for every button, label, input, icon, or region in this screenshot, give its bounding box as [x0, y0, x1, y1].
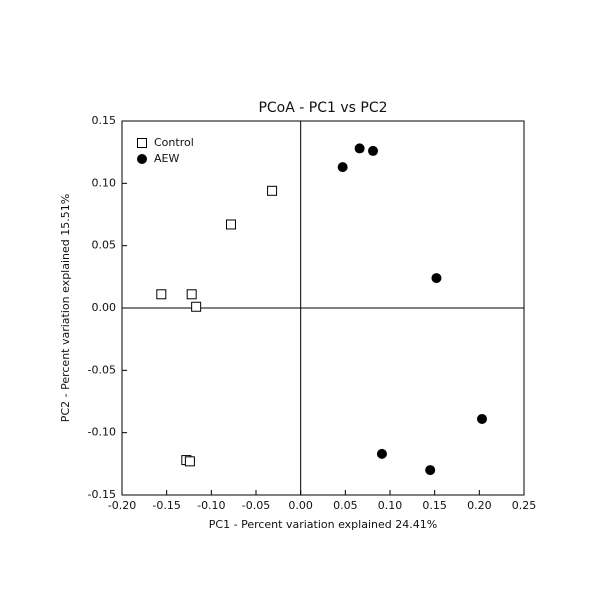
x-tick-label: 0.10 [378, 499, 403, 512]
y-tick-label: 0.10 [92, 176, 117, 189]
legend-marker [137, 138, 147, 148]
x-tick-label: 0.25 [512, 499, 537, 512]
point [337, 162, 348, 173]
y-axis-label: PC2 - Percent variation explained 15.51% [59, 194, 72, 422]
point [425, 465, 436, 476]
point [156, 289, 167, 300]
y-tick-label: 0.15 [92, 114, 117, 127]
chart-title: PCoA - PC1 vs PC2 [258, 100, 387, 116]
point [354, 143, 365, 154]
x-tick-label: -0.20 [108, 499, 136, 512]
x-tick-label: 0.15 [422, 499, 447, 512]
point [376, 448, 387, 459]
legend-label: Control [154, 136, 194, 149]
point [186, 289, 197, 300]
point [477, 413, 488, 424]
point [431, 273, 442, 284]
x-tick-label: -0.15 [152, 499, 180, 512]
legend-marker [137, 154, 147, 164]
y-tick-label: 0.05 [92, 239, 117, 252]
y-tick-label: -0.10 [88, 426, 116, 439]
legend-label: AEW [154, 152, 179, 165]
point [225, 219, 236, 230]
x-tick-label: -0.10 [197, 499, 225, 512]
x-tick-label: -0.05 [242, 499, 270, 512]
point [184, 456, 195, 467]
point [368, 145, 379, 156]
x-tick-label: 0.20 [467, 499, 492, 512]
point [267, 185, 278, 196]
x-tick-label: 0.00 [288, 499, 313, 512]
x-axis-label: PC1 - Percent variation explained 24.41% [209, 518, 437, 531]
y-tick-label: -0.15 [88, 488, 116, 501]
point [191, 301, 202, 312]
y-tick-label: 0.00 [92, 301, 117, 314]
x-tick-label: 0.05 [333, 499, 358, 512]
y-tick-label: -0.05 [88, 363, 116, 376]
